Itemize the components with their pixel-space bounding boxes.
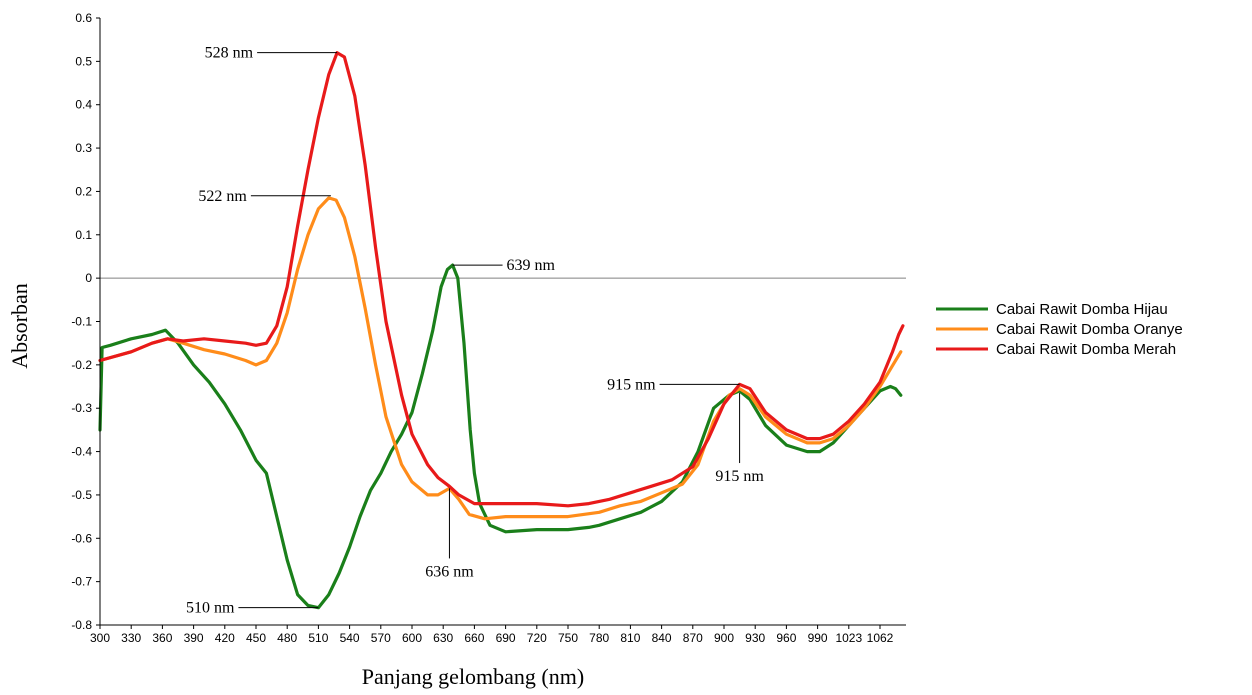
x-tick-label: 510: [308, 631, 328, 645]
x-tick-label: 420: [215, 631, 235, 645]
legend-label: Cabai Rawit Domba Merah: [996, 341, 1176, 358]
series-line-1: [98, 263, 903, 610]
x-tick-label: 660: [464, 631, 484, 645]
annotation-label: 915 nm: [607, 376, 656, 393]
x-tick-label: 540: [340, 631, 360, 645]
x-tick-label: 300: [90, 631, 110, 645]
annotation-label: 510 nm: [186, 600, 235, 617]
y-tick-label: 0: [85, 271, 92, 285]
x-tick-label: 390: [184, 631, 204, 645]
legend-label: Cabai Rawit Domba Oranye: [996, 321, 1183, 338]
x-tick-label: 900: [714, 631, 734, 645]
y-tick-label: -0.2: [71, 358, 92, 372]
annotation-label: 522 nm: [198, 188, 247, 205]
y-tick-label: -0.1: [71, 315, 92, 329]
x-tick-label: 810: [620, 631, 640, 645]
x-tick-label: 960: [776, 631, 796, 645]
x-tick-label: 750: [558, 631, 578, 645]
annotation-label: 636 nm: [425, 563, 474, 580]
series-line-3: [98, 51, 905, 508]
y-axis-title: Absorban: [7, 283, 32, 369]
x-tick-label: 600: [402, 631, 422, 645]
x-tick-label: 840: [652, 631, 672, 645]
series-line-2: [98, 196, 903, 521]
x-axis-title: Panjang gelombang (nm): [362, 664, 584, 689]
annotation-label: 915 nm: [715, 468, 764, 485]
x-tick-label: 480: [277, 631, 297, 645]
x-tick-label: 990: [808, 631, 828, 645]
annotation-label: 528 nm: [205, 45, 254, 62]
y-tick-label: -0.4: [71, 445, 92, 459]
y-tick-label: -0.3: [71, 401, 92, 415]
y-tick-label: -0.8: [71, 618, 92, 632]
x-tick-label: 570: [371, 631, 391, 645]
x-tick-label: 930: [745, 631, 765, 645]
x-tick-label: 450: [246, 631, 266, 645]
x-tick-label: 720: [527, 631, 547, 645]
legend-label: Cabai Rawit Domba Hijau: [996, 301, 1168, 318]
x-tick-label: 870: [683, 631, 703, 645]
x-tick-label: 780: [589, 631, 609, 645]
y-tick-label: 0.5: [75, 54, 92, 68]
x-tick-label: 690: [496, 631, 516, 645]
y-tick-label: -0.6: [71, 531, 92, 545]
x-tick-label: 330: [121, 631, 141, 645]
x-tick-label: 1023: [835, 631, 862, 645]
annotation-label: 639 nm: [507, 257, 556, 274]
x-tick-label: 360: [152, 631, 172, 645]
y-tick-label: -0.5: [71, 488, 92, 502]
y-tick-label: 0.1: [75, 228, 92, 242]
y-tick-label: 0.4: [75, 98, 92, 112]
y-tick-label: 0.2: [75, 184, 92, 198]
y-tick-label: -0.7: [71, 575, 92, 589]
x-tick-label: 1062: [867, 631, 894, 645]
x-tick-label: 630: [433, 631, 453, 645]
y-tick-label: 0.3: [75, 141, 92, 155]
y-tick-label: 0.6: [75, 11, 92, 25]
